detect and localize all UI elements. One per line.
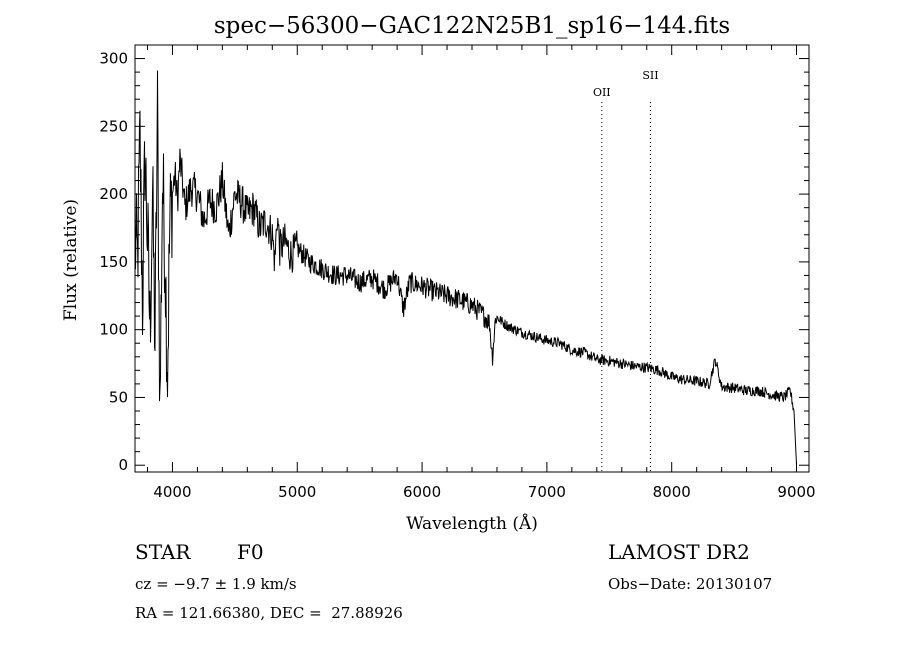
survey-label: LAMOST DR2 bbox=[608, 540, 750, 564]
x-tick-label: 9000 bbox=[777, 483, 815, 501]
x-axis-label: Wavelength (Å) bbox=[406, 513, 538, 534]
x-tick-label: 5000 bbox=[278, 483, 316, 501]
object-class: STAR bbox=[135, 540, 191, 564]
y-tick-label: 50 bbox=[109, 388, 128, 406]
y-tick-label: 300 bbox=[99, 50, 128, 68]
x-tick-label: 4000 bbox=[153, 483, 191, 501]
chart-title: spec−56300−GAC122N25B1_sp16−144.fits bbox=[214, 13, 730, 39]
y-tick-label: 100 bbox=[99, 321, 128, 339]
x-tick-label: 6000 bbox=[403, 483, 441, 501]
x-tick-label: 8000 bbox=[653, 483, 691, 501]
plot-frame bbox=[134, 44, 810, 473]
redshift-text: cz = −9.7 ± 1.9 km/s bbox=[135, 575, 297, 593]
y-axis-label: Flux (relative) bbox=[61, 199, 81, 321]
obs-date: Obs−Date: 20130107 bbox=[608, 575, 773, 593]
y-tick-label: 200 bbox=[99, 185, 128, 203]
x-tick-label: 7000 bbox=[528, 483, 566, 501]
y-tick-label: 250 bbox=[99, 117, 128, 135]
y-tick-label: 150 bbox=[99, 253, 128, 271]
coordinates-text: RA = 121.66380, DEC = 27.88926 bbox=[135, 604, 403, 622]
marker-label-oii: OII bbox=[593, 86, 611, 99]
spectrum-line bbox=[134, 70, 797, 466]
marker-label-sii: SII bbox=[642, 69, 658, 82]
y-tick-label: 0 bbox=[118, 456, 128, 474]
spectral-subclass: F0 bbox=[237, 540, 264, 564]
